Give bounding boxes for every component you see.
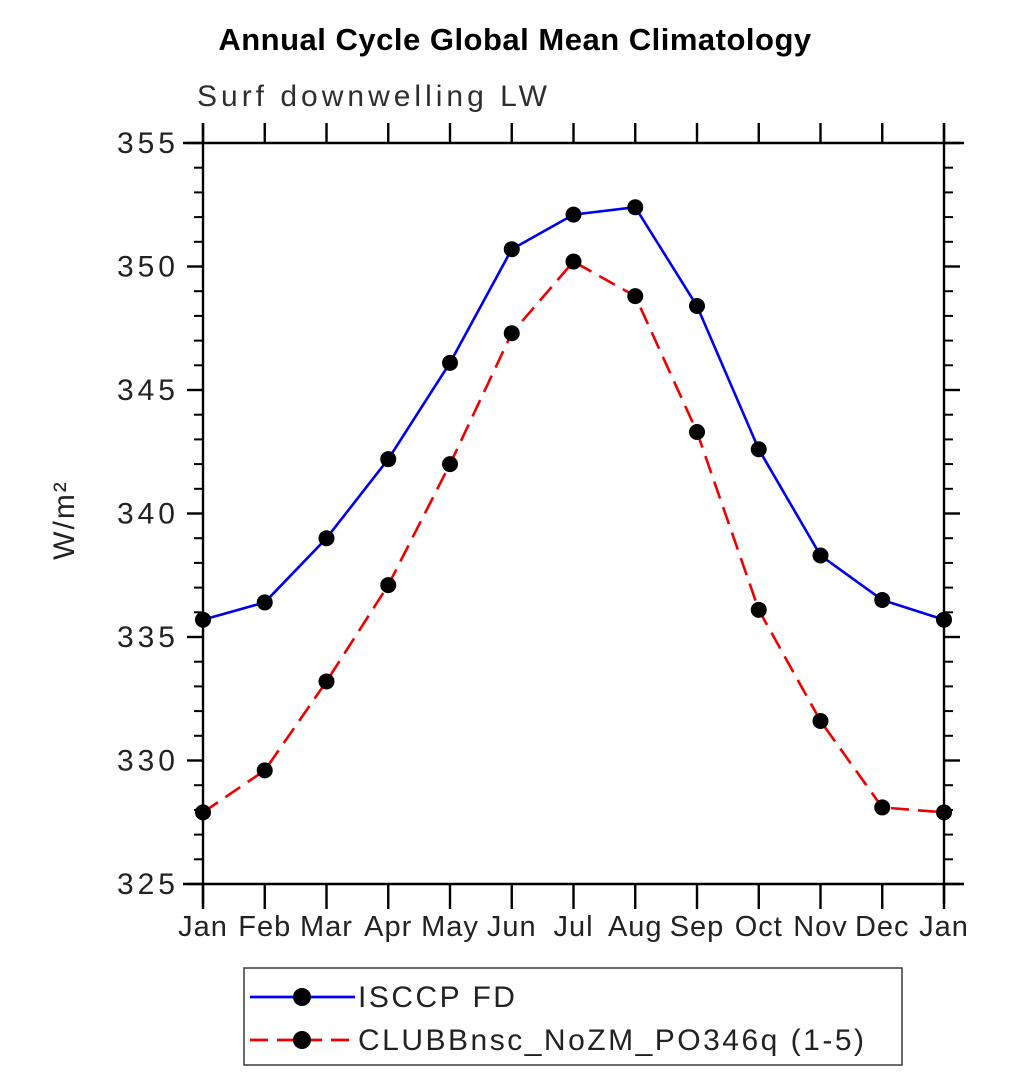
x-tick-label: Jan bbox=[178, 911, 228, 943]
x-tick-label: Apr bbox=[364, 911, 412, 943]
legend-marker bbox=[293, 988, 311, 1006]
x-tick-label: Feb bbox=[238, 911, 291, 943]
x-tick-label: Oct bbox=[735, 911, 783, 943]
data-point-marker bbox=[565, 253, 582, 270]
y-tick-label: 355 bbox=[117, 127, 179, 160]
series-line-clubbnsc bbox=[202, 260, 945, 814]
data-point-marker bbox=[936, 611, 952, 628]
data-point-marker bbox=[380, 451, 397, 468]
data-point-marker bbox=[812, 712, 829, 729]
chart-subtitle: Surf downwelling LW bbox=[197, 80, 551, 113]
y-tick-label: 345 bbox=[117, 374, 179, 407]
data-point-marker bbox=[689, 298, 705, 315]
x-tick-label: May bbox=[421, 911, 479, 943]
x-tick-label: Nov bbox=[793, 911, 848, 943]
legend-marker bbox=[293, 1031, 311, 1049]
data-point-marker bbox=[874, 799, 891, 816]
y-tick-label: 330 bbox=[117, 745, 179, 778]
x-tick-label: Dec bbox=[855, 911, 910, 943]
data-point-marker bbox=[565, 206, 582, 223]
x-tick-label: Sep bbox=[670, 911, 725, 943]
data-point-marker bbox=[442, 456, 458, 473]
y-axis-title: W/m² bbox=[48, 480, 81, 560]
data-point-marker bbox=[503, 241, 520, 258]
y-tick-label: 335 bbox=[117, 621, 179, 654]
x-tick-label: Mar bbox=[300, 911, 353, 943]
data-point-marker bbox=[318, 530, 335, 547]
data-point-marker bbox=[750, 441, 767, 458]
x-tick-label: Jan bbox=[919, 911, 969, 943]
chart-title: Annual Cycle Global Mean Climatology bbox=[218, 22, 812, 57]
y-tick-label: 340 bbox=[117, 498, 179, 531]
data-point-marker bbox=[503, 325, 520, 342]
legend-box bbox=[243, 967, 903, 1066]
x-tick-label: Aug bbox=[608, 911, 663, 943]
data-point-marker bbox=[689, 423, 705, 440]
data-point-marker bbox=[195, 804, 211, 821]
data-point-marker bbox=[195, 611, 211, 628]
data-point-marker bbox=[318, 673, 335, 690]
legend-label: CLUBBnsc_NoZM_PO346q (1-5) bbox=[358, 1024, 867, 1057]
data-point-marker bbox=[380, 577, 397, 594]
legend-label: ISCCP FD bbox=[358, 981, 517, 1014]
y-tick-label: 350 bbox=[117, 251, 179, 284]
data-point-marker bbox=[256, 762, 273, 779]
x-tick-label: Jun bbox=[487, 911, 537, 943]
y-tick-label: 325 bbox=[117, 868, 179, 901]
data-point-marker bbox=[812, 547, 829, 564]
data-point-marker bbox=[442, 354, 458, 371]
data-point-marker bbox=[627, 199, 644, 216]
data-point-marker bbox=[256, 594, 273, 611]
data-point-marker bbox=[874, 591, 891, 608]
data-point-marker bbox=[936, 804, 952, 821]
data-point-marker bbox=[750, 601, 767, 618]
x-tick-label: Jul bbox=[553, 911, 593, 943]
data-point-marker bbox=[627, 288, 644, 305]
